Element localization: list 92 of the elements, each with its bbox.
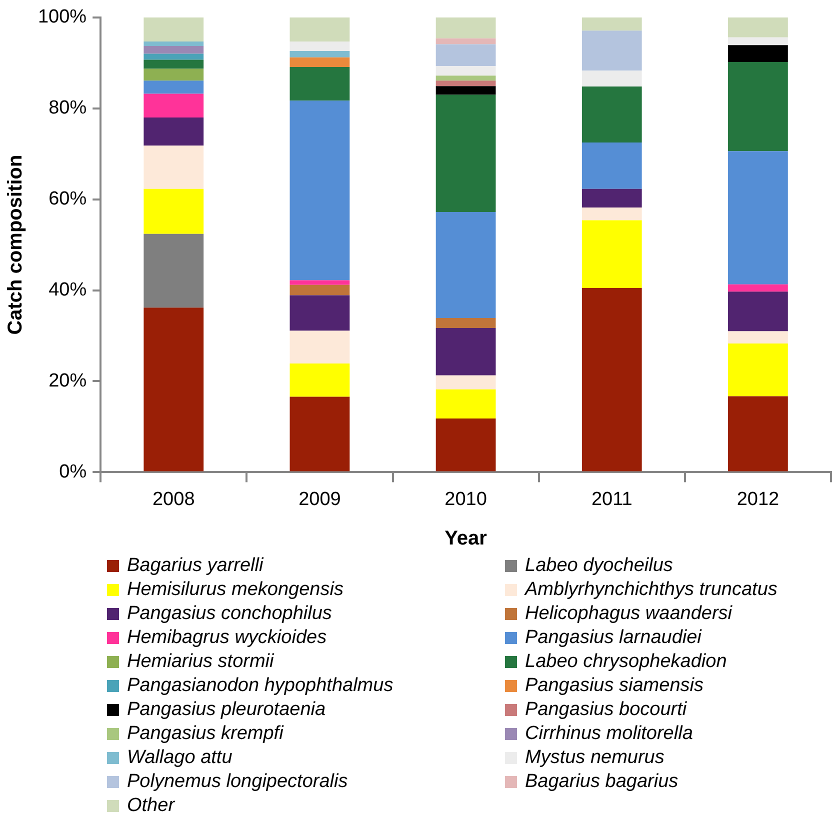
bar: [728, 151, 788, 284]
bar: [290, 51, 350, 58]
legend-label: Polynemus longipectoralis: [127, 771, 348, 793]
bar: [290, 42, 350, 52]
x-tick-label: 2009: [298, 488, 341, 510]
legend-label: Mystus nemurus: [525, 747, 664, 769]
bar: [436, 44, 496, 66]
legend-label: Labeo chrysophekadion: [525, 651, 727, 673]
bar: [582, 30, 642, 71]
legend-label: Hemisilurus mekongensis: [127, 579, 344, 601]
y-tick-label: 20%: [48, 370, 87, 392]
x-tick-label: 2012: [736, 488, 780, 510]
bar: [436, 389, 496, 419]
bar: [290, 364, 350, 397]
bar: [436, 328, 496, 376]
bar: [436, 66, 496, 76]
bar: [728, 62, 788, 152]
y-tick-label: 100%: [38, 6, 87, 28]
bar: [436, 318, 496, 328]
x-tick-label: 2011: [591, 488, 632, 510]
bar: [582, 86, 642, 142]
bar: [290, 330, 350, 364]
y-tick-label: 80%: [48, 98, 87, 119]
bar: [728, 343, 788, 396]
bar: [582, 208, 642, 220]
x-axis-title: Year: [444, 528, 488, 550]
bar: [290, 396, 350, 472]
bar: [728, 284, 788, 292]
legend-label: Wallago attu: [127, 747, 232, 769]
legend-label: Pangasianodon hypophthalmus: [127, 675, 394, 697]
y-tick-label: 0%: [59, 461, 87, 482]
legend-label: Bagarius yarrelli: [127, 555, 264, 577]
legend-label: Helicophagus waandersi: [525, 603, 732, 625]
bar: [144, 117, 204, 146]
bar: [144, 17, 204, 42]
legend-label: Hemibagrus wyckioides: [127, 627, 327, 649]
bar: [144, 146, 204, 189]
bar: [290, 284, 350, 296]
bar: [436, 38, 496, 44]
bar: [144, 42, 204, 46]
bar: [582, 142, 642, 189]
bar: [728, 292, 788, 332]
bar: [290, 280, 350, 285]
bar: [290, 17, 350, 42]
bar: [144, 80, 204, 94]
bar: [436, 94, 496, 212]
legend-label: Pangasius bocourti: [525, 699, 687, 721]
bar: [728, 331, 788, 344]
x-tick-label: 2008: [152, 488, 195, 510]
legend-label: Pangasius conchophilus: [127, 603, 332, 625]
bar: [144, 188, 204, 234]
bar: [436, 80, 496, 86]
bar: [582, 220, 642, 288]
x-tick-label: 2010: [444, 488, 487, 510]
legend-label: Pangasius pleurotaenia: [127, 699, 326, 721]
legend-label: Pangasius krempfi: [127, 723, 284, 745]
bar: [728, 37, 788, 46]
bar: [144, 54, 204, 60]
legend-label: Cirrhinus molitorella: [525, 723, 693, 745]
bar: [436, 86, 496, 95]
bar: [290, 57, 350, 67]
legend-label: Other: [127, 795, 175, 817]
bar: [582, 17, 642, 31]
legend-label: Amblyrhynchichthys truncatus: [525, 579, 778, 601]
legend-label: Bagarius bagarius: [525, 771, 678, 793]
bar: [144, 68, 204, 81]
bar: [582, 70, 642, 87]
bar: [436, 76, 496, 81]
legend-label: Pangasius siamensis: [525, 675, 704, 697]
bar: [728, 396, 788, 472]
bar: [290, 66, 350, 101]
bar: [582, 288, 642, 472]
bar: [436, 212, 496, 318]
legend-label: Hemiarius stormii: [127, 651, 274, 673]
bar: [290, 295, 350, 331]
bar: [436, 418, 496, 472]
bar: [144, 60, 204, 69]
bar: [436, 375, 496, 390]
bar: [436, 17, 496, 38]
bar: [144, 308, 204, 472]
y-tick-label: 40%: [48, 280, 87, 301]
bar: [144, 94, 204, 118]
bar: [728, 17, 788, 38]
y-axis-title: Catch composition: [4, 154, 27, 335]
legend-label: Pangasius larnaudiei: [525, 627, 702, 649]
bar: [144, 46, 204, 54]
bar: [728, 45, 788, 62]
legend-label: Labeo dyocheilus: [525, 555, 673, 577]
bar: [290, 100, 350, 280]
y-tick-label: 60%: [48, 188, 87, 210]
bar: [144, 234, 204, 308]
bar: [582, 188, 642, 208]
